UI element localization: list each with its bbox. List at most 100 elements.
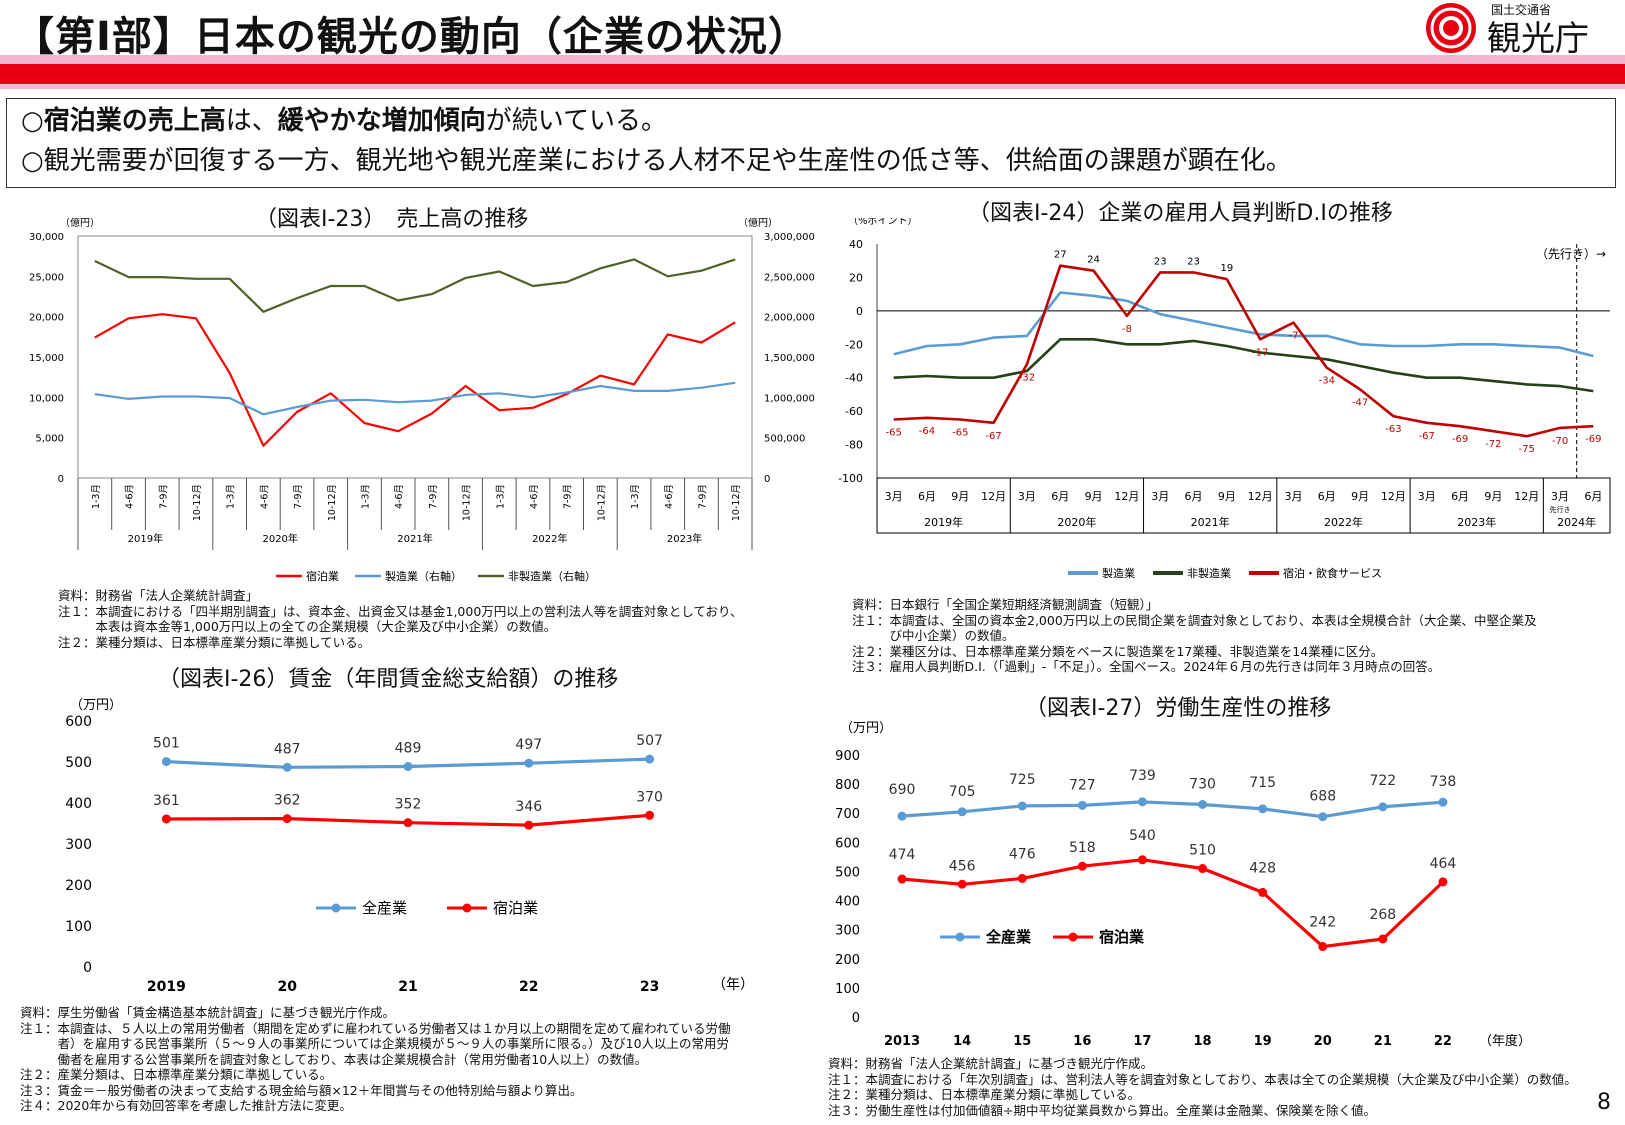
x-tick-quarter: 1-3月 <box>630 484 641 509</box>
chart-employment-di: （%ポイント） 40 20 0 -20 -40 -60 -80 -100 3月 6月 9月 12月 3月 6… <box>838 218 1611 580</box>
series-point-1 <box>403 818 413 828</box>
x-tick: 2013 <box>884 1034 920 1049</box>
x-tick-quarter: 4-6月 <box>259 484 270 509</box>
data-label: 739 <box>1129 768 1156 784</box>
y-tick: 500 <box>65 755 92 771</box>
data-label: -65 <box>885 428 901 439</box>
legend-label-0: 全産業 <box>362 899 407 917</box>
data-label: -67 <box>985 431 1001 442</box>
y-tick: 600 <box>835 836 860 851</box>
x-tick-year: 2019年 <box>128 532 163 545</box>
series-point-0 <box>1258 804 1268 814</box>
x-tick-month: 12月 <box>1514 490 1539 503</box>
x-tick-year: 2022年 <box>532 532 567 545</box>
series-point-1 <box>1258 887 1268 897</box>
data-label: 690 <box>889 782 916 798</box>
logo-agency: 観光庁 <box>1487 19 1589 58</box>
series-line-1 <box>901 858 1445 949</box>
x-tick-month: 3月 <box>885 490 903 503</box>
x-tick-month: 6月 <box>1318 490 1336 503</box>
x-tick-year: 2024年 <box>1557 515 1596 529</box>
x-tick-month: 6月 <box>1584 490 1602 503</box>
y-tick-right: 3,000,000 <box>764 232 815 243</box>
data-label: 715 <box>1249 775 1276 791</box>
series-point-0 <box>645 754 655 764</box>
series-point-0 <box>161 757 171 767</box>
series-line-2 <box>893 264 1594 438</box>
data-label: 501 <box>153 736 180 752</box>
x-tick-quarter: 10-12月 <box>327 484 338 521</box>
y-tick-left: 5,000 <box>35 434 64 445</box>
data-label: 487 <box>274 741 301 757</box>
data-label: 725 <box>1009 772 1036 788</box>
series-point-0 <box>282 762 292 772</box>
y-tick-right: 2,500,000 <box>764 272 815 283</box>
x-tick-month: 9月 <box>1484 490 1502 503</box>
data-label: 688 <box>1309 789 1336 805</box>
series-point-1 <box>957 879 967 889</box>
page-title: 【第Ⅰ部】日本の観光の動向（企業の状況） <box>14 14 809 60</box>
data-label: 474 <box>889 847 916 863</box>
data-label: 361 <box>153 793 180 809</box>
x-tick-quarter: 4-6月 <box>125 484 136 509</box>
legend-label-1: 非製造業 <box>1187 566 1231 580</box>
x-tick-quarter: 7-9月 <box>158 484 169 509</box>
chart-title-fig23: （図表Ⅰ-23） 売上高の推移 <box>255 207 529 232</box>
page-number: 8 <box>1597 1090 1611 1115</box>
legend-label-2: 宿泊・飲食サービス <box>1283 566 1382 580</box>
data-label: 489 <box>395 741 422 757</box>
y-tick-right: 1,500,000 <box>764 353 815 364</box>
x-tick-quarter: 10-12月 <box>192 484 203 521</box>
y-tick: 400 <box>835 895 860 910</box>
series-line-1 <box>893 338 1594 393</box>
x-tick-month: 3月 <box>1551 490 1569 503</box>
series-line-2 <box>94 258 736 313</box>
x-tick-month: 6月 <box>918 490 936 503</box>
data-label: 510 <box>1189 843 1216 859</box>
y-tick: 200 <box>65 878 92 894</box>
x-tick: 19 <box>1254 1034 1272 1049</box>
series-point-1 <box>645 810 655 820</box>
series-point-0 <box>403 762 413 772</box>
chart-sales: （億円） （億円） 30,000 25,000 20,000 15,000 10,000 5,… <box>29 218 815 583</box>
x-tick-month: 6月 <box>1051 490 1069 503</box>
series-point-0 <box>1318 812 1328 822</box>
y-tick-left: 20,000 <box>29 313 64 324</box>
summary-line-2: ○観光需要が回復する一方、観光地や観光産業における人材不足や生産性の低さ等、供給… <box>21 146 1292 176</box>
data-label: 370 <box>636 789 663 805</box>
y-tick: -80 <box>845 439 863 452</box>
chart-productivity: （万円） 900 800 700 600 500 400 300 200 100 0 2013 14 15… <box>835 721 1531 1049</box>
y-tick: 0 <box>856 305 863 318</box>
series-point-0 <box>957 807 967 817</box>
x-tick-quarter: 7-9月 <box>428 484 439 509</box>
data-label: -69 <box>1585 434 1601 445</box>
y-tick: 100 <box>835 982 860 997</box>
y-tick-left: 30,000 <box>29 232 64 243</box>
x-tick-quarter: 1-3月 <box>360 484 371 509</box>
x-tick-year: 2022年 <box>1324 515 1363 529</box>
x-tick-quarter: 1-3月 <box>495 484 506 509</box>
y-tick: 400 <box>65 796 92 812</box>
y-tick-left: 0 <box>58 474 64 485</box>
series-line-0 <box>893 291 1594 358</box>
x-tick-month: 12月 <box>1248 490 1273 503</box>
data-label: -7 <box>1288 331 1298 342</box>
chart-title-fig26: （図表Ⅰ-26）賃金（年間賃金総支給額）の推移 <box>158 667 619 692</box>
x-tick: 21 <box>1374 1034 1392 1049</box>
x-tick: 21 <box>398 979 417 995</box>
series-point-0 <box>1198 799 1208 809</box>
x-tick-quarter: 7-9月 <box>697 484 708 509</box>
data-label: 705 <box>949 784 976 800</box>
y-tick: 300 <box>835 924 860 939</box>
x-tick: 2019 <box>147 979 186 995</box>
y-tick: 200 <box>835 953 860 968</box>
data-label: -75 <box>1519 444 1535 455</box>
header-band-pink <box>0 55 1625 64</box>
data-label: 242 <box>1309 915 1336 931</box>
x-tick: 20 <box>1314 1034 1332 1049</box>
notes-fig26: 資料：厚生労働省「賃金構造基本統計調査」に基づき観光庁作成。 注１：本調査は、５… <box>20 1005 731 1113</box>
y-tick: 100 <box>65 919 92 935</box>
x-tick: 18 <box>1194 1034 1212 1049</box>
data-label: 730 <box>1189 776 1216 792</box>
x-tick-month: 12月 <box>981 490 1006 503</box>
